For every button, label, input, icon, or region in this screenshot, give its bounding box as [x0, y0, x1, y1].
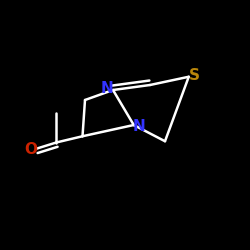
Text: S: S [189, 68, 200, 83]
Text: N: N [133, 119, 145, 134]
Text: N: N [100, 81, 113, 96]
Text: O: O [24, 142, 37, 158]
